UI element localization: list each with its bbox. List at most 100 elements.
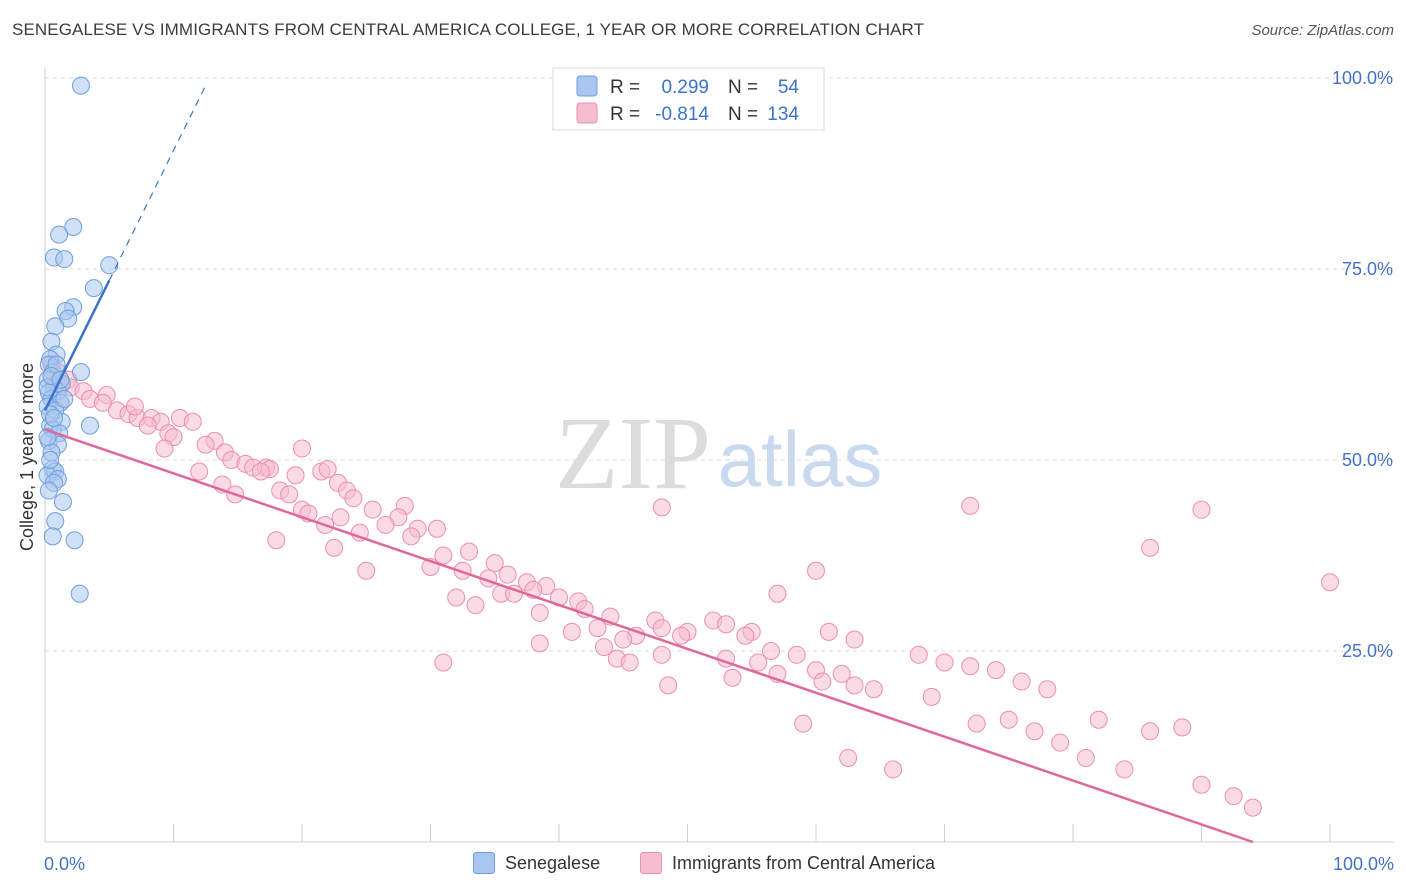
legend-r-label-2: R = [610,104,640,125]
pink-point-108 [736,626,755,645]
central-america-trendline [44,428,1254,844]
pink-point-111 [909,645,928,664]
blue-point-50 [44,408,63,427]
gridlines [45,77,1394,652]
pink-point-90 [762,642,781,660]
y-tick-labels: 100.0% 75.0% 50.0% 25.0% [1332,68,1393,661]
pink-point-118 [967,714,986,733]
pink-point-69 [447,588,466,607]
pink-point-122 [1141,722,1160,741]
pink-point-92 [652,645,671,664]
pink-point-56 [325,538,344,557]
pink-point-102 [813,672,832,691]
pink-point-126 [1115,760,1134,779]
pink-point-73 [466,596,485,615]
blue-point-41 [43,527,62,546]
chart-source: Source: ZipAtlas.com [1251,22,1394,39]
watermark-zip: ZIP [555,396,711,511]
blue-point-2 [50,225,69,244]
legend-label-senegalese: Senegalese [505,852,601,873]
y-tick-label-75: 75.0% [1342,259,1393,279]
pink-point-97 [749,653,768,672]
legend-swatch-blue [473,852,495,874]
pink-point-25 [293,439,311,458]
stats-legend: R = 0.299 N = 54 R = -0.814 N = 134 [552,67,825,131]
pink-point-63 [498,565,517,584]
legend-item-central-america: Immigrants from Central America [640,852,935,874]
pink-point-115 [1012,672,1031,691]
pink-point-58 [434,546,453,565]
pink-point-120 [1025,722,1044,741]
pink-point-99 [832,664,851,683]
senegalese-points [38,76,119,603]
blue-point-51 [41,451,60,469]
pink-point-104 [864,680,883,699]
pink-point-34 [318,460,337,479]
y-tick-label-25: 25.0% [1342,641,1393,661]
pink-point-137 [884,760,903,779]
pink-point-88 [530,634,549,653]
pink-point-81 [588,619,607,638]
pink-point-89 [594,638,613,657]
pink-point-109 [819,622,838,641]
blue-point-6 [84,279,103,298]
legend-label-central-america: Immigrants from Central America [672,852,936,873]
pink-point-106 [807,561,825,580]
blue-point-44 [39,481,58,500]
pink-point-8 [93,393,112,412]
pink-point-132 [1321,573,1339,592]
blue-point-15 [71,363,90,382]
legend-r-value-2: -0.814 [655,104,709,125]
blue-point-27 [80,416,99,435]
senegalese-trendline-extension [108,85,207,281]
pink-point-124 [1051,733,1070,752]
pink-point-61 [357,561,376,580]
blue-point-0 [71,76,90,95]
blue-point-10 [46,317,65,336]
pink-point-82 [562,622,581,641]
pink-point-80 [652,619,671,638]
pink-point-30 [190,462,209,481]
pink-point-35 [286,466,305,485]
pink-point-50 [376,515,395,534]
watermark-atlas: atlas [718,415,883,503]
x-tick-label-max: 100.0% [1333,854,1394,874]
pink-point-16 [183,412,202,431]
pink-point-45 [363,500,382,519]
pink-point-55 [267,531,286,550]
pink-point-125 [1076,748,1095,767]
legend-r-value-1: 0.299 [661,77,709,98]
pink-point-75 [530,603,549,622]
pink-point-103 [845,676,864,695]
pink-point-129 [1243,798,1262,817]
pink-point-105 [659,676,678,695]
blue-point-42 [65,531,84,550]
pink-point-130 [1141,538,1160,557]
pink-point-121 [1089,710,1108,729]
trendlines [43,85,1254,844]
pink-point-114 [986,661,1005,680]
pink-point-54 [402,527,421,546]
blue-point-5 [100,256,119,275]
senegalese-trendline [43,279,111,411]
pink-point-113 [961,657,980,676]
legend-n-label-1: N = [728,77,758,98]
y-tick-label-100: 100.0% [1332,68,1393,88]
pink-point-116 [1038,680,1057,699]
blue-point-40 [46,512,65,531]
pink-point-22 [196,435,215,454]
pink-point-133 [652,498,671,517]
pink-point-86 [672,626,691,645]
pink-point-18 [125,397,144,416]
pink-point-134 [961,496,980,515]
chart-title: SENEGALESE VS IMMIGRANTS FROM CENTRAL AM… [12,20,925,39]
legend-swatch-pink [640,852,662,874]
pink-point-52 [427,519,446,538]
pink-point-41 [344,489,363,508]
y-axis-title: College, 1 year or more [17,363,37,551]
pink-point-87 [614,630,633,649]
legend-item-senegalese: Senegalese [473,852,600,874]
series-legend: Senegalese Immigrants from Central Ameri… [0,852,1406,878]
legend-r-label-1: R = [610,77,640,98]
